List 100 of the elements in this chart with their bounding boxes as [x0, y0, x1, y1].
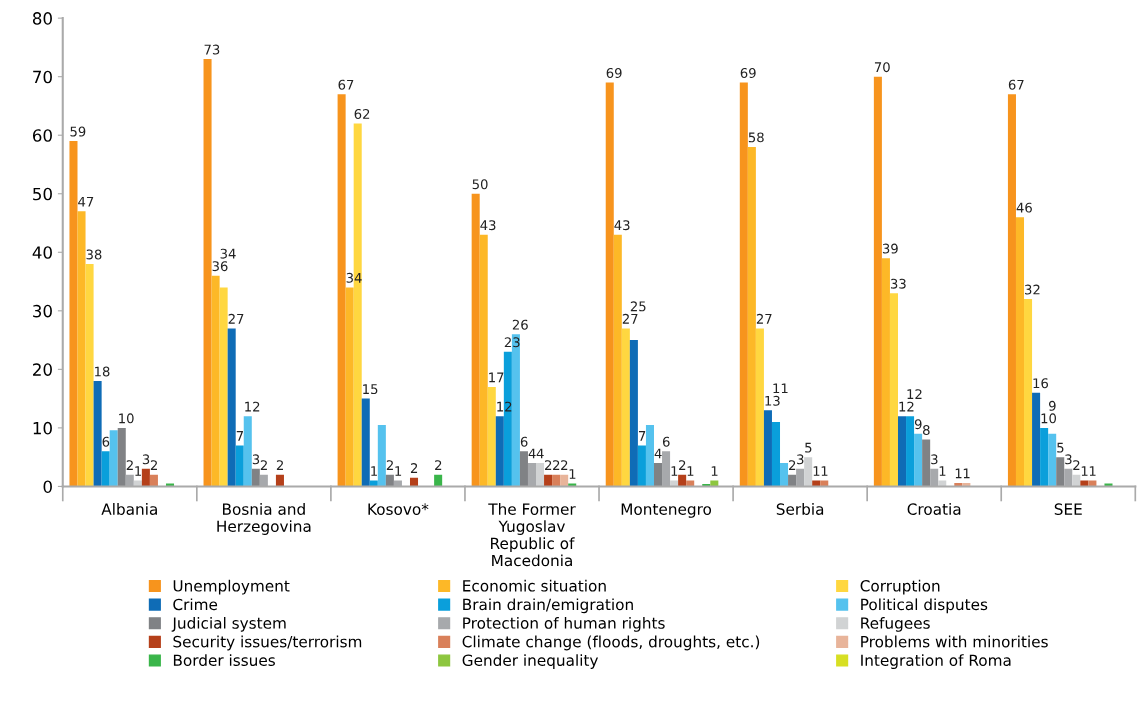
- data-label: 13: [765, 395, 780, 406]
- data-label: 2: [553, 460, 560, 470]
- data-label: 7: [236, 431, 243, 441]
- data-label: 2: [276, 460, 283, 470]
- data-label: 1: [687, 466, 694, 476]
- legend-label: Corruption: [860, 579, 940, 595]
- data-label: 9: [914, 419, 922, 430]
- legend-label: Problems with minorities: [861, 635, 1048, 648]
- data-label: 1: [371, 466, 377, 476]
- data-label: 2: [260, 460, 267, 470]
- x-tick-label: Montenegro: [621, 503, 712, 518]
- data-label: 1: [1081, 466, 1088, 476]
- data-label: 59: [70, 126, 86, 137]
- legend-label: Crime: [173, 598, 218, 611]
- data-label: 2: [386, 460, 393, 470]
- data-label: 1: [395, 466, 402, 476]
- data-label: 12: [899, 401, 914, 412]
- data-label: 16: [1033, 378, 1049, 389]
- data-label: 2: [561, 460, 568, 470]
- data-label: 8: [923, 425, 930, 436]
- data-label: 3: [142, 454, 150, 465]
- legend-label: Judicial system: [171, 616, 286, 632]
- data-label: 47: [78, 196, 94, 207]
- data-label: 12: [245, 401, 260, 412]
- data-label: 4: [536, 448, 544, 459]
- data-label: 23: [504, 337, 520, 348]
- data-label: 62: [354, 108, 370, 119]
- y-tick-label: 0: [43, 480, 52, 493]
- data-label: 1: [821, 466, 828, 476]
- x-tick-label: Bosnia and Herzegovina: [217, 503, 311, 535]
- data-label: 50: [472, 179, 488, 190]
- legend-label: Integration of Roma: [861, 654, 1011, 669]
- data-label: 1: [939, 466, 946, 476]
- data-label: 18: [95, 366, 110, 377]
- data-label: 27: [622, 313, 638, 324]
- data-label: 15: [363, 384, 378, 395]
- data-label: 58: [748, 132, 764, 143]
- x-tick-label: Croatia: [907, 503, 961, 515]
- data-label: 11: [773, 383, 788, 394]
- data-label: 3: [931, 454, 938, 465]
- data-label: 12: [907, 389, 922, 399]
- data-label: 39: [882, 243, 898, 254]
- legend-label: Refugees: [861, 616, 930, 632]
- data-label: 10: [1041, 413, 1057, 424]
- data-label: 17: [489, 372, 504, 383]
- data-label: 70: [874, 62, 890, 73]
- data-label: 6: [520, 436, 528, 447]
- x-tick-label: Serbia: [776, 503, 824, 515]
- data-label: 2: [410, 463, 418, 473]
- data-label: 1: [955, 468, 962, 479]
- data-label: 1: [569, 469, 576, 479]
- data-label: 10: [119, 413, 134, 424]
- legend-label: Climate change (floods, droughts, etc.): [462, 635, 760, 651]
- data-label: 67: [1008, 79, 1024, 90]
- data-label: 1: [671, 466, 678, 476]
- x-tick-label: SEE: [1054, 503, 1082, 515]
- data-label: 32: [1025, 284, 1040, 295]
- data-label: 27: [756, 313, 772, 324]
- data-label: 34: [220, 248, 236, 259]
- data-label: 2: [545, 460, 552, 470]
- data-label: 1: [1089, 466, 1096, 476]
- data-label: 2: [435, 460, 442, 470]
- data-label: 9: [1048, 400, 1056, 411]
- data-label: 6: [102, 436, 110, 447]
- data-label: 27: [228, 313, 244, 324]
- data-label: 69: [740, 68, 756, 78]
- data-label: 1: [135, 466, 141, 476]
- data-label: 25: [630, 301, 646, 312]
- x-tick-label: Albania: [101, 503, 157, 515]
- legend-label: Security issues/terrorism: [173, 635, 362, 651]
- data-label: 2: [150, 460, 157, 470]
- legend-label: Unemployment: [173, 579, 290, 595]
- data-label: 5: [805, 442, 812, 453]
- y-tick-label: 30: [33, 304, 52, 318]
- legend-label: Political disputes: [861, 598, 988, 614]
- data-label: 1: [711, 466, 718, 476]
- data-label: 2: [679, 460, 686, 470]
- data-label: 2: [789, 460, 796, 470]
- data-label: 43: [480, 220, 496, 231]
- y-tick-label: 10: [33, 421, 52, 435]
- data-label: 3: [1065, 454, 1072, 465]
- data-label: 5: [1057, 442, 1064, 453]
- data-label: 73: [204, 44, 220, 55]
- legend-label: Economic situation: [463, 579, 606, 592]
- data-label: 34: [346, 272, 362, 283]
- legend-label: Border issues: [173, 654, 275, 667]
- y-tick-label: 80: [32, 12, 52, 25]
- y-tick-label: 40: [32, 246, 52, 259]
- data-label: 33: [890, 278, 906, 289]
- y-tick-label: 60: [32, 129, 52, 142]
- data-label: 67: [338, 79, 354, 90]
- y-tick-label: 20: [33, 363, 52, 376]
- data-label: 4: [528, 448, 536, 459]
- legend-label: Protection of human rights: [463, 616, 665, 632]
- y-tick-label: 50: [33, 187, 52, 201]
- data-label: 4: [654, 448, 662, 459]
- data-label: 2: [126, 460, 133, 470]
- data-label: 38: [86, 249, 102, 260]
- y-tick-label: 70: [33, 70, 52, 84]
- x-tick-label: The Former Yugoslav Republic of Macedonia: [488, 503, 576, 567]
